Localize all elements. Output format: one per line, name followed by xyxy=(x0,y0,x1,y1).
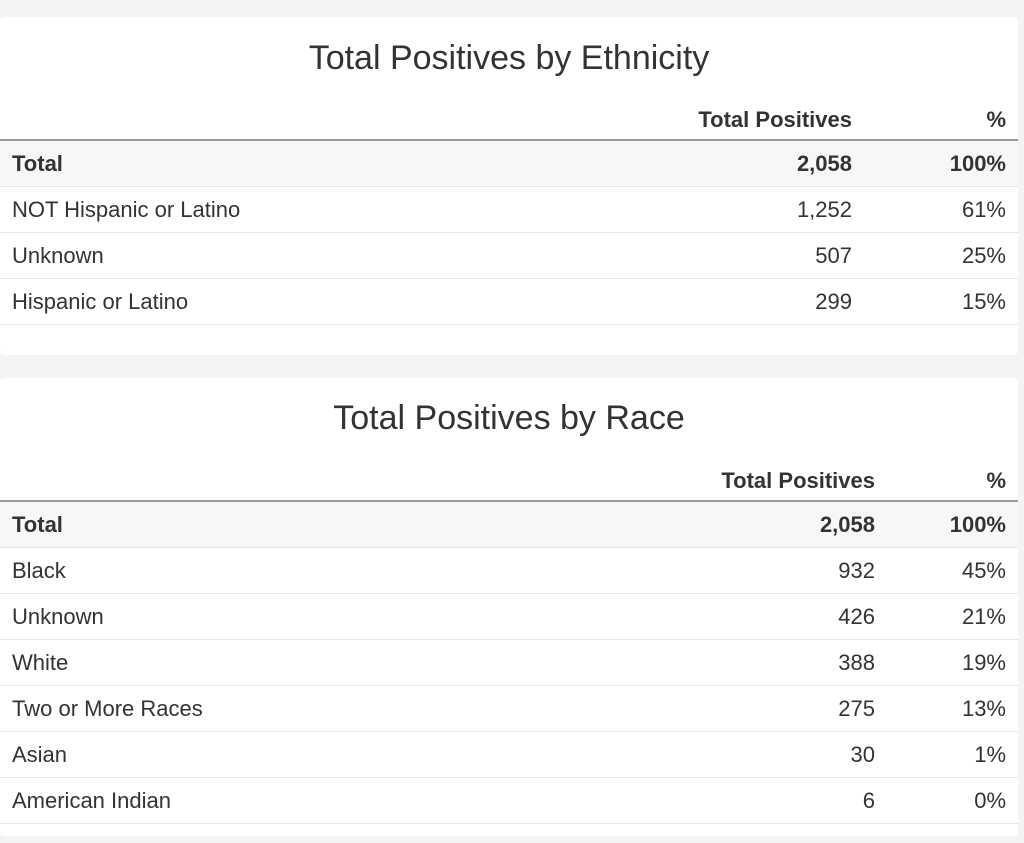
row-percent: 19% xyxy=(887,639,1018,686)
row-value: 2,058 xyxy=(613,501,887,548)
row-label: Total xyxy=(0,501,613,548)
row-value: 2,058 xyxy=(590,140,864,187)
row-label: NOT Hispanic or Latino xyxy=(0,186,590,233)
row-label: Unknown xyxy=(0,593,613,640)
table-row: Hispanic or Latino 299 15% xyxy=(0,278,1018,325)
table-header: Total Positives % xyxy=(0,100,1018,141)
row-value: 30 xyxy=(613,731,887,778)
row-percent: 1% xyxy=(887,731,1018,778)
row-value: 507 xyxy=(590,232,864,279)
row-value: 299 xyxy=(590,278,864,325)
race-table: Total Positives % Total 2,058 100% Black 932… xyxy=(0,461,1018,824)
row-percent: 100% xyxy=(887,501,1018,548)
row-value: 388 xyxy=(613,639,887,686)
row-percent: 100% xyxy=(864,140,1018,187)
column-header-percent: % xyxy=(887,461,1018,502)
row-value: 275 xyxy=(613,685,887,732)
row-label: Asian xyxy=(0,731,613,778)
race-card: Total Positives by Race Total Positives … xyxy=(0,378,1018,836)
race-title: Total Positives by Race xyxy=(333,399,685,437)
row-label: Black xyxy=(0,547,613,594)
column-header-total-positives: Total Positives xyxy=(613,461,887,502)
row-label: Total xyxy=(0,140,590,187)
row-value: 426 xyxy=(613,593,887,640)
row-label: White xyxy=(0,639,613,686)
row-value: 1,252 xyxy=(590,186,864,233)
row-percent: 15% xyxy=(864,278,1018,325)
row-percent: 25% xyxy=(864,232,1018,279)
table-row: Asian 30 1% xyxy=(0,731,1018,778)
table-row: White 388 19% xyxy=(0,639,1018,686)
column-header-percent: % xyxy=(864,100,1018,141)
table-row: Black 932 45% xyxy=(0,547,1018,594)
row-label: Unknown xyxy=(0,232,590,279)
ethnicity-table: Total Positives % Total 2,058 100% NOT Hisp… xyxy=(0,100,1018,325)
total-row: Total 2,058 100% xyxy=(0,501,1018,548)
row-percent: 61% xyxy=(864,186,1018,233)
row-percent: 45% xyxy=(887,547,1018,594)
table-row: American Indian 6 0% xyxy=(0,777,1018,824)
table-row: Unknown 507 25% xyxy=(0,232,1018,279)
row-percent: 0% xyxy=(887,777,1018,824)
column-header-label xyxy=(0,100,590,141)
row-value: 932 xyxy=(613,547,887,594)
row-percent: 13% xyxy=(887,685,1018,732)
total-row: Total 2,058 100% xyxy=(0,140,1018,187)
table-row: NOT Hispanic or Latino 1,252 61% xyxy=(0,186,1018,233)
row-label: American Indian xyxy=(0,777,613,824)
row-value: 6 xyxy=(613,777,887,824)
row-percent: 21% xyxy=(887,593,1018,640)
table-row: Unknown 426 21% xyxy=(0,593,1018,640)
ethnicity-title: Total Positives by Ethnicity xyxy=(308,39,710,77)
ethnicity-card: Total Positives by Ethnicity Total Posit… xyxy=(0,17,1018,355)
table-header: Total Positives % xyxy=(0,461,1018,502)
row-label: Hispanic or Latino xyxy=(0,278,590,325)
row-label: Two or More Races xyxy=(0,685,613,732)
column-header-total-positives: Total Positives xyxy=(590,100,864,141)
column-header-label xyxy=(0,461,613,502)
table-row: Two or More Races 275 13% xyxy=(0,685,1018,732)
